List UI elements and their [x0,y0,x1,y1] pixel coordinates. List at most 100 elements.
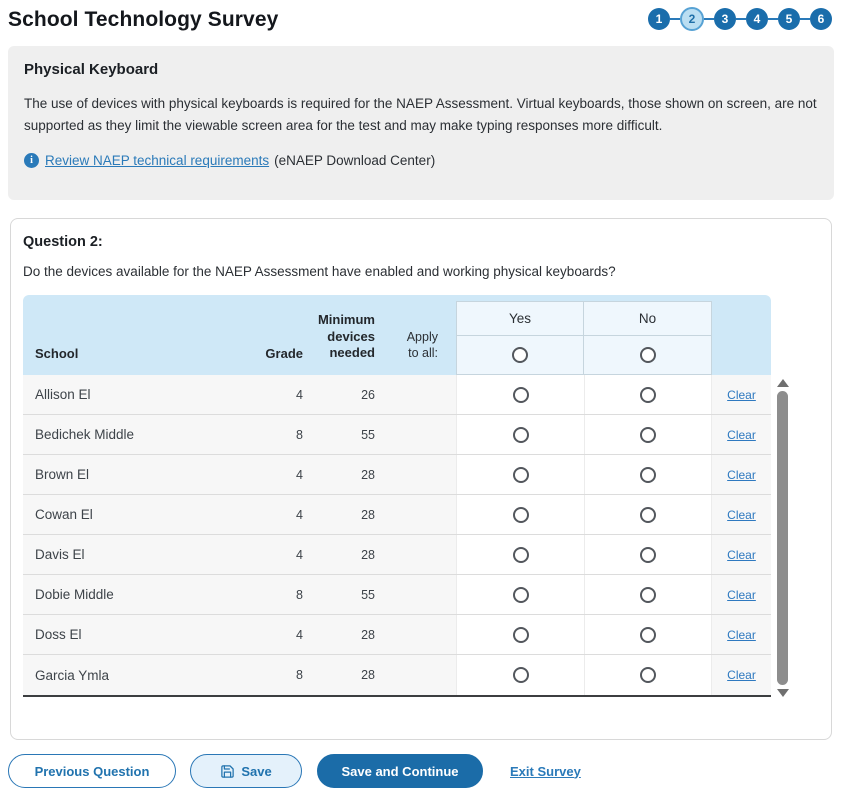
devices-needed-value: 55 [361,427,375,442]
step-4[interactable]: 4 [746,8,768,30]
question-label: Question 2: [23,234,103,250]
no-cell [584,575,712,614]
table-row: Cowan El 4 28 Clear [23,495,771,535]
row-spacer [375,535,456,574]
devices-needed-value: 28 [361,507,375,522]
step-connector [768,18,778,20]
no-cell [584,375,712,414]
yes-radio[interactable] [512,586,529,603]
no-radio[interactable] [640,667,656,683]
scroll-down-arrow-icon[interactable] [776,689,789,697]
header-spacer [712,295,771,375]
yes-radio[interactable] [512,466,529,483]
no-radio[interactable] [640,546,656,563]
row-spacer [375,575,456,614]
physical-keyboard-section: Physical Keyboard The use of devices wit… [8,46,834,200]
info-row: i Review NAEP technical requirements (eN… [24,153,818,169]
devices-needed-value: 28 [361,668,375,682]
grade-value: 4 [296,507,303,522]
grade-value: 4 [296,627,303,642]
clear-link[interactable]: Clear [727,387,756,402]
link-suffix: (eNAEP Download Center) [274,153,436,169]
apply-to-all-label: Apply to all: [375,329,456,376]
table-scrollbar[interactable] [776,379,789,697]
clear-link[interactable]: Clear [727,467,756,482]
apply-all-yes-cell [457,336,583,374]
yes-cell [456,415,584,454]
row-spacer [375,615,456,654]
table-row: Bedichek Middle 8 55 Clear [23,415,771,455]
clear-link[interactable]: Clear [727,507,756,522]
footer-bar: Previous Question Save Save and Continue… [8,754,842,788]
clear-cell: Clear [712,535,771,574]
clear-cell: Clear [712,575,771,614]
save-and-continue-button[interactable]: Save and Continue [317,754,483,788]
yes-cell [456,375,584,414]
clear-link[interactable]: Clear [727,427,756,442]
scrollbar-thumb[interactable] [777,391,788,685]
row-spacer [375,655,456,695]
yes-radio[interactable] [512,667,529,683]
no-cell [584,655,712,695]
table-row: Doss El 4 28 Clear [23,615,771,655]
apply-all-no-radio[interactable] [639,347,656,363]
devices-line-1: Minimum [317,312,375,328]
step-2-current[interactable]: 2 [680,7,704,31]
school-name: Dobie Middle [35,587,114,602]
clear-link[interactable]: Clear [727,668,756,682]
apply-all-yes-radio[interactable] [512,347,528,363]
step-6[interactable]: 6 [810,8,832,30]
save-button[interactable]: Save [190,754,302,788]
school-name: Allison El [35,387,91,402]
step-5[interactable]: 5 [778,8,800,30]
no-radio[interactable] [640,626,656,643]
clear-cell: Clear [712,455,771,494]
clear-link[interactable]: Clear [727,587,756,602]
naep-requirements-link[interactable]: Review NAEP technical requirements [45,153,270,169]
step-3[interactable]: 3 [714,8,736,30]
grade-value: 8 [296,427,303,442]
school-name: Garcia Ymla [35,667,110,683]
school-name: Cowan El [35,507,93,522]
table-row: Garcia Ymla 8 28 Clear [23,655,771,695]
school-table: School Grade Minimum devices needed Appl… [23,295,789,697]
no-radio[interactable] [640,426,656,443]
yes-radio[interactable] [512,506,529,523]
clear-link[interactable]: Clear [727,547,756,562]
no-radio[interactable] [640,466,656,483]
devices-needed-value: 55 [361,587,375,602]
scroll-up-arrow-icon[interactable] [776,379,789,387]
yes-radio[interactable] [512,386,529,403]
devices-needed-value: 28 [361,547,375,562]
table-row: Allison El 4 26 Clear [23,375,771,415]
no-radio[interactable] [640,386,656,403]
question-panel: Question 2: Do the devices available for… [10,218,832,740]
save-icon [221,764,235,778]
yes-radio[interactable] [512,626,529,643]
row-spacer [375,455,456,494]
yes-cell [456,615,584,654]
clear-link[interactable]: Clear [727,627,756,642]
yes-cell [456,655,584,695]
step-1[interactable]: 1 [648,8,670,30]
devices-line-3: needed [329,344,375,360]
no-cell [584,615,712,654]
clear-cell: Clear [712,655,771,695]
column-header-school: School [35,346,79,361]
devices-needed-value: 28 [361,627,375,642]
row-spacer [375,375,456,414]
devices-line-2: devices [327,328,375,344]
no-column-header: No [584,301,712,375]
table-header: School Grade Minimum devices needed Appl… [23,295,771,375]
yes-radio[interactable] [512,426,529,443]
row-spacer [375,415,456,454]
previous-question-button[interactable]: Previous Question [8,754,176,788]
exit-survey-link[interactable]: Exit Survey [510,763,581,779]
step-connector [736,18,746,20]
yes-cell [456,575,584,614]
yes-radio[interactable] [512,546,529,563]
grade-value: 8 [296,587,303,602]
no-radio[interactable] [640,586,656,603]
step-connector [800,18,810,20]
no-radio[interactable] [640,506,656,523]
